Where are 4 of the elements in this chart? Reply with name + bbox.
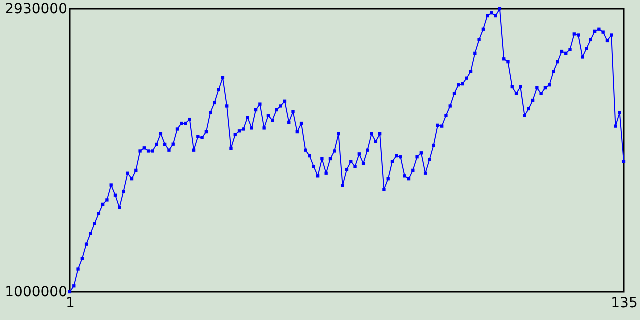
x-tick-label: 135 bbox=[611, 296, 638, 312]
y-tick-label: 1000000 bbox=[5, 284, 68, 300]
x-tick-label: 1 bbox=[66, 296, 75, 312]
y-tick-label: 2930000 bbox=[5, 2, 68, 18]
